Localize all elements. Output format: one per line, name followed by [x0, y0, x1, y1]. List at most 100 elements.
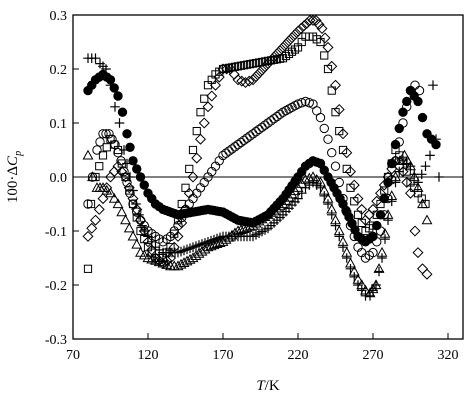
diamond-point [93, 203, 105, 215]
open-circle-point [297, 98, 307, 108]
diamond-point [164, 252, 177, 264]
open-circle-point [248, 129, 258, 139]
diamond-point [344, 166, 357, 178]
triangle-point [417, 198, 428, 209]
filled-circle-point [132, 164, 142, 174]
diamond-point [316, 22, 328, 35]
diamond-point [179, 203, 192, 215]
diamond-point [277, 41, 289, 53]
diamond-point [301, 17, 313, 29]
y-axis: 0.3 0.2 0.1 0.0 -0.1 -0.2 -0.3 [45, 9, 79, 348]
diamond-point [283, 35, 295, 47]
diamond-point [194, 133, 207, 145]
y-tick-label: -0.3 [45, 333, 67, 348]
y-tick-label: -0.1 [45, 225, 67, 240]
plus-point [428, 80, 438, 90]
square-point [177, 199, 186, 209]
open-circle-point [242, 133, 252, 143]
open-circle-point [410, 80, 420, 90]
triangle-point [280, 195, 292, 205]
triangle-point [127, 230, 139, 241]
triangle-point [108, 192, 120, 203]
diamond-point [262, 58, 274, 70]
open-circle-point [372, 237, 382, 247]
triangle-point [399, 149, 410, 160]
square-point [86, 199, 96, 209]
open-circle-point [260, 120, 270, 130]
open-circle-point [257, 122, 267, 133]
diamond-point [271, 48, 283, 60]
open-circle-point [334, 177, 344, 188]
plus-point [374, 266, 384, 277]
diamond-point [101, 182, 113, 194]
diamond-point [298, 20, 310, 32]
square-point [196, 108, 205, 117]
open-circle-point [327, 148, 337, 158]
triangle-point [105, 187, 116, 198]
y-tick-label: 0.1 [50, 117, 68, 132]
diamond-point [292, 25, 304, 37]
square-point [233, 62, 243, 71]
diamond-point [209, 79, 222, 91]
triangle-point [412, 182, 424, 192]
diamond-point [250, 71, 262, 83]
diamond-point [333, 103, 345, 116]
plus-point [371, 280, 381, 290]
diamond-point [82, 230, 94, 242]
diamond-point [356, 203, 368, 215]
diamond-point [253, 67, 265, 79]
square-point [287, 47, 297, 56]
y-axis-label: 100·ΔCp [5, 151, 24, 203]
x-tick-label: 170 [213, 348, 234, 363]
diamond-point [295, 22, 307, 35]
triangle-point [286, 188, 298, 199]
diamond-point [243, 75, 255, 87]
diamond-point [217, 63, 229, 75]
open-circle-point [251, 126, 261, 137]
triangle-point [97, 182, 109, 192]
y-tick-label: 0.3 [50, 9, 68, 24]
square-point [320, 51, 329, 60]
open-circle-point [107, 134, 117, 144]
plus-point [128, 185, 138, 196]
diamond-point [382, 171, 394, 183]
diamond-point [202, 101, 214, 113]
plus-point [425, 150, 435, 161]
diamond-point [289, 28, 301, 40]
triangle-point [116, 206, 128, 217]
triangle-point [408, 171, 420, 182]
diamond-point [247, 74, 259, 86]
open-circle-point [104, 129, 114, 139]
diamond-point [232, 74, 244, 86]
triangle-point [123, 222, 135, 233]
diamond-point [236, 75, 248, 87]
square-point [236, 61, 246, 70]
open-circle-point [254, 124, 264, 135]
y-tick-label: -0.2 [45, 279, 67, 294]
open-circle-point [345, 220, 356, 231]
triangle-point [131, 238, 143, 249]
diamond-point [326, 60, 338, 72]
plus-point [315, 183, 326, 193]
triangle-point [138, 249, 150, 260]
open-circle-point [414, 85, 425, 96]
x-tick-label: 220 [288, 348, 309, 363]
plus-point [353, 280, 363, 290]
open-circle-point [224, 146, 234, 156]
diamond-point [319, 32, 331, 44]
square-point [102, 143, 111, 152]
plus-point [377, 253, 387, 263]
square-point [383, 172, 393, 182]
diamond-point [198, 117, 210, 129]
square-point [181, 183, 190, 192]
x-axis-label: T/K [256, 378, 280, 394]
diamond-point [374, 187, 387, 199]
square-point [338, 145, 348, 155]
square-point [245, 60, 255, 69]
square-point [350, 197, 359, 206]
diamond-point [421, 268, 433, 280]
plus-point [140, 226, 150, 236]
square-point [331, 108, 340, 117]
diamond-point [367, 203, 379, 215]
open-circle-point [98, 129, 108, 139]
